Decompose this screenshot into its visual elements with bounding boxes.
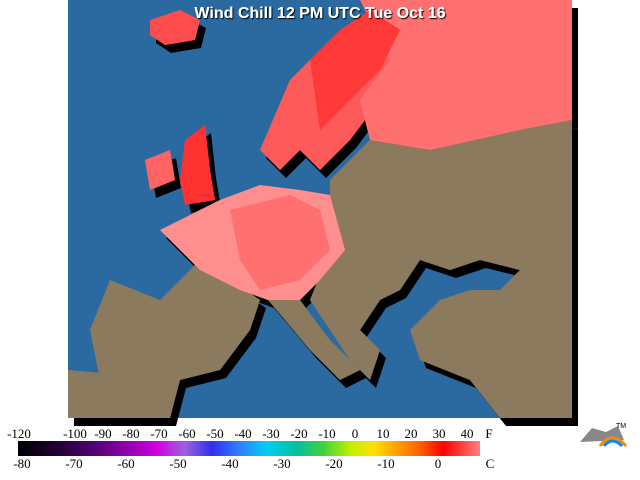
map: Wind Chill 12 PM UTC Tue Oct 16 xyxy=(68,0,572,418)
fahrenheit-label: -120 xyxy=(7,426,31,441)
fahrenheit-label: -10 xyxy=(318,426,335,441)
legend: -120 -100 -90 -80 -70 -60 -50 -40 -30 -20 -10 0 10 20… xyxy=(7,426,494,471)
celsius-label: -10 xyxy=(377,456,394,471)
fahrenheit-label: -30 xyxy=(262,426,279,441)
map-title: Wind Chill 12 PM UTC Tue Oct 16 xyxy=(194,5,445,22)
color-bar xyxy=(18,441,480,456)
celsius-unit: C xyxy=(486,456,495,471)
fahrenheit-label: 0 xyxy=(352,426,359,441)
celsius-label: -80 xyxy=(13,456,30,471)
fahrenheit-label: -100 xyxy=(63,426,87,441)
celsius-label: -20 xyxy=(325,456,342,471)
fahrenheit-label: -90 xyxy=(94,426,111,441)
fahrenheit-label: -60 xyxy=(178,426,195,441)
fahrenheit-label: 40 xyxy=(461,426,474,441)
fahrenheit-label: -20 xyxy=(290,426,307,441)
fahrenheit-label: -70 xyxy=(150,426,167,441)
celsius-label: -30 xyxy=(273,456,290,471)
fahrenheit-label: -40 xyxy=(234,426,251,441)
land xyxy=(68,0,572,418)
fahrenheit-unit: F xyxy=(485,426,492,441)
fahrenheit-label: 20 xyxy=(405,426,418,441)
fahrenheit-label: 10 xyxy=(377,426,390,441)
celsius-label: -40 xyxy=(221,456,238,471)
celsius-label: -60 xyxy=(117,456,134,471)
fahrenheit-label: -80 xyxy=(122,426,139,441)
celsius-label: 0 xyxy=(435,456,442,471)
celsius-label: -50 xyxy=(169,456,186,471)
logo-mark: TM xyxy=(616,423,626,430)
logo: TM xyxy=(580,423,628,448)
celsius-label: -70 xyxy=(65,456,82,471)
fahrenheit-label: -50 xyxy=(206,426,223,441)
fahrenheit-label: 30 xyxy=(433,426,446,441)
